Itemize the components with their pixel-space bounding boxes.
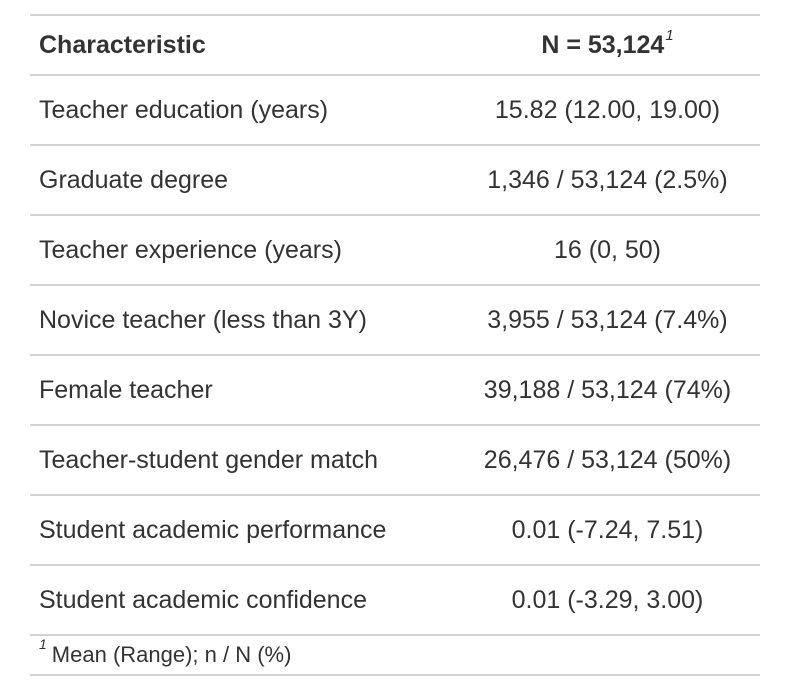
table-footer: 1 Mean (Range); n / N (%): [30, 635, 760, 675]
row-label: Graduate degree: [30, 145, 455, 216]
table-row: Graduate degree 1,346 / 53,124 (2.5%): [30, 145, 760, 216]
row-value: 39,188 / 53,124 (74%): [455, 355, 760, 426]
footnote-marker: 1: [39, 636, 47, 652]
table-row: Teacher-student gender match 26,476 / 53…: [30, 425, 760, 496]
table-row: Teacher experience (years) 16 (0, 50): [30, 215, 760, 286]
header-footnote-marker: 1: [665, 26, 674, 44]
row-label: Teacher-student gender match: [30, 425, 455, 496]
table-row: Novice teacher (less than 3Y) 3,955 / 53…: [30, 285, 760, 356]
row-value: 3,955 / 53,124 (7.4%): [455, 285, 760, 356]
header-characteristic: Characteristic: [30, 15, 455, 76]
summary-table: Characteristic N = 53,1241 Teacher educa…: [30, 14, 760, 676]
row-label: Novice teacher (less than 3Y): [30, 285, 455, 356]
header-n: N = 53,1241: [455, 15, 760, 76]
footnote-row: 1 Mean (Range); n / N (%): [30, 635, 760, 675]
row-label: Female teacher: [30, 355, 455, 426]
row-value: 15.82 (12.00, 19.00): [455, 75, 760, 146]
table-row: Student academic confidence 0.01 (-3.29,…: [30, 565, 760, 636]
header-n-label: N = 53,124: [541, 30, 665, 59]
header-row: Characteristic N = 53,1241: [30, 15, 760, 76]
row-value: 1,346 / 53,124 (2.5%): [455, 145, 760, 216]
row-value: 0.01 (-7.24, 7.51): [455, 495, 760, 566]
row-label: Student academic confidence: [30, 565, 455, 636]
summary-table-container: Characteristic N = 53,1241 Teacher educa…: [30, 14, 760, 676]
row-value: 0.01 (-3.29, 3.00): [455, 565, 760, 636]
table-row: Teacher education (years) 15.82 (12.00, …: [30, 75, 760, 146]
header-characteristic-label: Characteristic: [39, 30, 206, 59]
footnote-text: Mean (Range); n / N (%): [51, 642, 292, 667]
row-label: Teacher experience (years): [30, 215, 455, 286]
table-header: Characteristic N = 53,1241: [30, 15, 760, 76]
row-label: Teacher education (years): [30, 75, 455, 146]
row-value: 16 (0, 50): [455, 215, 760, 286]
row-value: 26,476 / 53,124 (50%): [455, 425, 760, 496]
footnote: 1 Mean (Range); n / N (%): [30, 635, 760, 675]
row-label: Student academic performance: [30, 495, 455, 566]
table-row: Female teacher 39,188 / 53,124 (74%): [30, 355, 760, 426]
table-row: Student academic performance 0.01 (-7.24…: [30, 495, 760, 566]
table-body: Teacher education (years) 15.82 (12.00, …: [30, 75, 760, 636]
